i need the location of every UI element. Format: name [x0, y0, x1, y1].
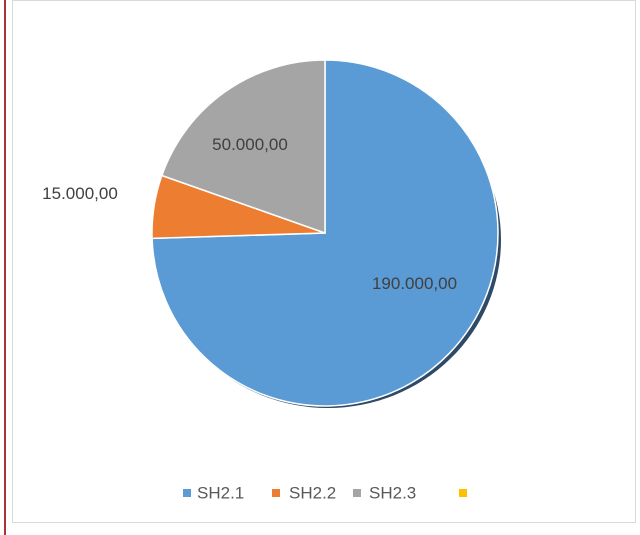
- data-label: 190.000,00: [371, 274, 458, 293]
- legend-label: SH2.2: [289, 483, 336, 502]
- legend-label: SH2.3: [369, 483, 416, 502]
- legend-label: SH2.1: [197, 483, 244, 502]
- legend-swatch: [459, 489, 467, 497]
- legend-swatch: [272, 489, 280, 497]
- pie-slice: [160, 59, 326, 235]
- data-label: 15.000,00: [42, 184, 118, 203]
- data-label: 50.000,00: [212, 135, 288, 154]
- legend-swatch: [183, 489, 191, 497]
- legend-swatch: [353, 489, 361, 497]
